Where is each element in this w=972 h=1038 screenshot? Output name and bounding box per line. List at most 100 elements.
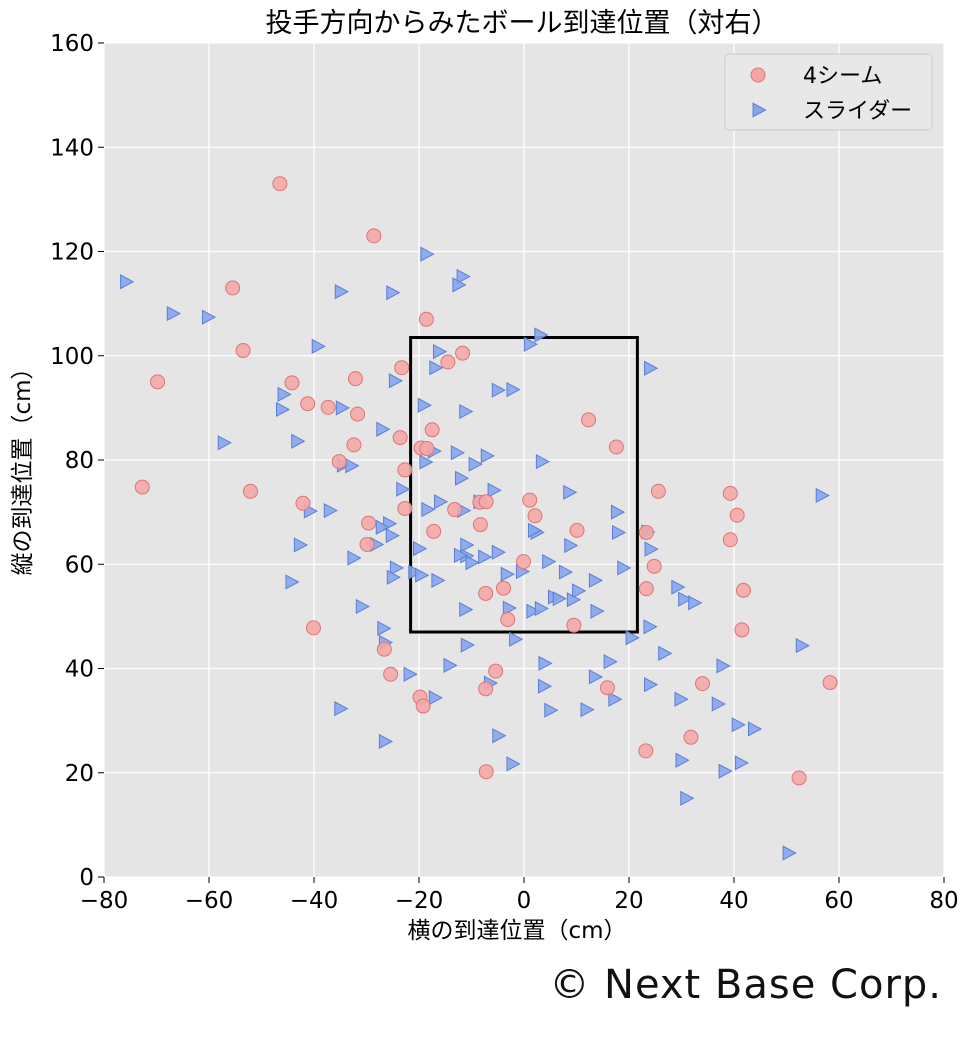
slider-point [403, 666, 418, 682]
four-seam-point [418, 311, 434, 327]
four-seam-point [722, 532, 738, 548]
four-seam-point [295, 495, 311, 511]
slider-point [478, 549, 493, 565]
slider-point [658, 645, 673, 661]
slider-point [419, 454, 434, 470]
four-seam-point [235, 343, 251, 359]
slider-point [201, 309, 217, 325]
slider-point [421, 501, 436, 518]
slider-point [671, 579, 686, 595]
slider-point [608, 691, 623, 707]
slider-point [544, 702, 559, 718]
slider-point [293, 537, 309, 553]
slider-point [345, 458, 360, 474]
slider-point [443, 657, 458, 673]
slider-point [375, 519, 390, 535]
slider-point [535, 453, 551, 470]
four-seam-point [478, 681, 494, 697]
slider-point [408, 564, 423, 580]
slider-point [376, 421, 391, 437]
four-seam-point [440, 354, 456, 370]
four-seam-point [695, 676, 710, 692]
four-seam-point [735, 582, 751, 598]
four-seam-point [361, 515, 377, 531]
slider-point [716, 658, 731, 674]
four-seam-point [350, 406, 366, 422]
slider-point [452, 277, 467, 293]
four-seam-point [426, 523, 442, 539]
four-seam-point [569, 522, 585, 538]
slider-point [417, 397, 432, 413]
slider-point [166, 305, 181, 322]
four-seam-point [478, 764, 494, 780]
slider-point [588, 572, 604, 588]
four-seam-point [397, 462, 413, 478]
legend-marker-four-seam [750, 67, 766, 83]
axis-ticks: −80 −60 −40 −20 0 20 40 60 80 0 20 40 60 80 100 120 140 1… [50, 31, 959, 914]
slider-point [610, 504, 626, 520]
slider-point [217, 435, 232, 451]
slider-point [378, 733, 394, 750]
legend: 4シーム スライダー [724, 53, 933, 131]
four-seam-point [383, 666, 399, 682]
slider-point [431, 572, 446, 588]
four-seam-point [300, 396, 316, 412]
slider-point [468, 456, 483, 472]
four-seam-point [472, 517, 488, 533]
four-seam-point [347, 371, 363, 387]
slider-point [453, 547, 469, 563]
slider-point [311, 338, 326, 354]
four-seam-point [305, 620, 321, 636]
four-seam-point [359, 536, 375, 552]
four-seam-point [791, 770, 807, 786]
four-seam-point [638, 524, 654, 540]
four-seam-point [581, 412, 597, 428]
slider-point [491, 544, 506, 560]
four-seam-point [415, 698, 431, 714]
slider-point [480, 448, 495, 464]
slider-point [323, 502, 338, 519]
slider-point [674, 691, 689, 707]
x-tick-label: −20 [395, 888, 444, 914]
slider-point [526, 603, 541, 619]
four-seam-point [683, 729, 699, 745]
slider-point [534, 327, 549, 343]
four-seam-point [527, 508, 543, 524]
four-seam-point [424, 422, 440, 438]
four-seam-point [722, 485, 738, 501]
slider-point [506, 756, 521, 772]
slider-point [643, 619, 658, 635]
slider-point [355, 598, 370, 615]
four-seam-point [650, 483, 666, 499]
slider-point [534, 600, 549, 617]
slider-point [389, 560, 405, 576]
slider-point [396, 481, 411, 497]
four-seam-point [496, 580, 512, 596]
slider-point [815, 487, 830, 504]
four-seam-point [822, 675, 838, 691]
slider-point [428, 690, 443, 706]
slider-point [413, 541, 428, 557]
y-tick-label: 40 [65, 657, 94, 683]
slider-point [487, 482, 502, 498]
slider-point [385, 527, 400, 544]
slider-point [335, 400, 351, 416]
four-seam-point [515, 554, 531, 570]
slider-point [552, 591, 567, 607]
slider-point [455, 470, 470, 486]
slider-point [492, 728, 507, 744]
slider-point [450, 445, 465, 461]
four-seam-point [478, 585, 494, 601]
copyright-credit: © Next Base Corp. [549, 962, 942, 1008]
four-seam-point [134, 479, 150, 495]
x-tick-label: −80 [80, 888, 129, 914]
y-tick-label: 0 [79, 865, 94, 891]
slider-point [563, 484, 578, 500]
x-tick-label: −40 [290, 888, 339, 914]
slider-point [558, 564, 574, 580]
x-tick-label: −60 [185, 888, 234, 914]
slider-point [386, 285, 401, 301]
four-seam-point [646, 558, 662, 574]
slider-point [334, 701, 349, 717]
slider-point [731, 717, 746, 733]
